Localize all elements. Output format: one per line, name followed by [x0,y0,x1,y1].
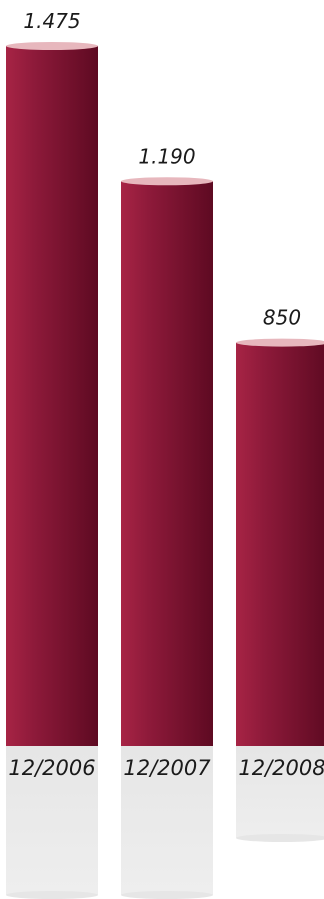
bar-base-bottom-12/2007 [121,891,213,899]
data-label: 1.190 [138,144,195,168]
bar-top-cap-12/2008 [236,338,324,347]
bar-base-bottom-12/2006 [6,891,98,899]
x-tick-label: 12/2008 [238,756,324,780]
bar-base-bottom-12/2008 [236,834,324,842]
bar-top-cap-12/2006 [6,42,98,50]
bar-top-cap-12/2007 [121,177,213,186]
bar-12/2007 [121,181,213,746]
bars-group: 1.475 12/2006 1.190 12/2007 850 12/2008 [6,9,324,899]
x-tick-label: 12/2007 [123,756,211,780]
bar-12/2008 [236,342,324,746]
x-tick-label: 12/2006 [8,756,95,780]
bar-12/2006 [6,46,98,746]
bar-base-12/2008 [236,746,324,838]
bar-base-12/2007 [121,746,213,895]
data-label: 1.475 [23,9,80,33]
data-label: 850 [263,306,301,330]
bar-base-12/2006 [6,746,98,895]
